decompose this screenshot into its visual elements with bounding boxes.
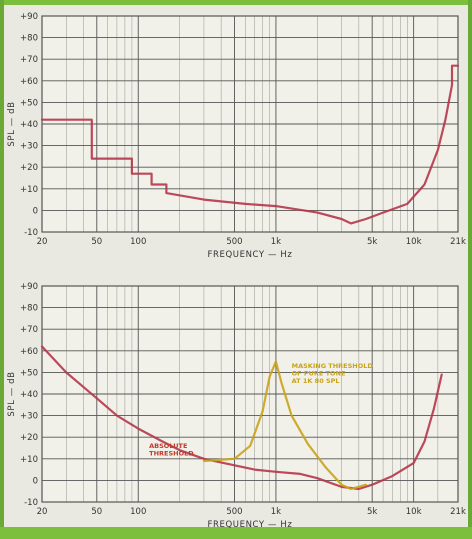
- y-tick-label: 0: [33, 476, 38, 486]
- annotation-line: ABSOLUTE: [149, 442, 187, 450]
- chart-masking-threshold: 20 50 100 500 1k 5k 10k 21k +90 +80 +70 +60 +50 +40 +3…: [7, 282, 466, 530]
- x-tick-label: 50: [91, 507, 102, 517]
- frame-right-edge: [468, 0, 472, 539]
- x-axis-label: FREQUENCY — Hz: [208, 520, 293, 530]
- x-tick-label: 50: [91, 237, 102, 247]
- x-tick-label: 5k: [367, 507, 377, 517]
- y-tick-label: 0: [33, 206, 38, 216]
- y-tick-label: +90: [20, 282, 38, 292]
- x-tick-label: 20: [37, 237, 48, 247]
- y-tick-label: +40: [20, 120, 38, 130]
- annotation-line: THRESHOLD: [149, 450, 194, 458]
- frame-top-edge: [0, 0, 472, 5]
- y-tick-label: +30: [20, 142, 38, 152]
- annotation-line: MASKING THRESHOLD: [292, 362, 374, 370]
- x-tick-label: 500: [226, 237, 242, 247]
- x-tick-label: 21k: [450, 507, 466, 517]
- series-line-0: [40, 64, 460, 225]
- x-tick-label: 500: [226, 507, 242, 517]
- y-axis-label: SPL — dB: [7, 371, 17, 416]
- annotation-1: MASKING THRESHOLD OF PURE TONE AT 1K 80 SP…: [292, 362, 374, 385]
- series-line-0: [40, 345, 443, 491]
- y-tick-label: +50: [20, 368, 38, 378]
- y-tick-label: +70: [20, 55, 38, 65]
- y-axis-label: SPL — dB: [7, 101, 17, 146]
- y-tick-label: +80: [20, 34, 38, 44]
- y-tick-label: -10: [24, 228, 38, 238]
- y-tick-label: -10: [24, 498, 38, 508]
- y-tick-label: +60: [20, 347, 38, 357]
- frame-bottom-edge: [0, 527, 472, 539]
- x-tick-label: 100: [130, 237, 146, 247]
- x-tick-label: 21k: [450, 237, 466, 247]
- chart-absolute-threshold: 20 50 100 500 1k 5k 10k 21k +90 +80 +70 +60 +50 +40 +3…: [7, 12, 466, 260]
- x-tick-label: 10k: [406, 237, 422, 247]
- y-tick-label: +90: [20, 12, 38, 22]
- y-tick-label: +10: [20, 185, 38, 195]
- y-tick-label: +40: [20, 390, 38, 400]
- annotation-0: ABSOLUTE THRESHOLD: [149, 442, 194, 458]
- y-tick-label: +50: [20, 98, 38, 108]
- x-axis-label: FREQUENCY — Hz: [208, 250, 293, 260]
- frame-left-edge: [0, 0, 4, 539]
- y-tick-label: +10: [20, 455, 38, 465]
- series-line-1: [202, 360, 367, 491]
- x-tick-label: 100: [130, 507, 146, 517]
- x-tick-label: 5k: [367, 237, 377, 247]
- x-tick-label: 1k: [271, 507, 281, 517]
- y-tick-label: +30: [20, 412, 38, 422]
- annotation-line: AT 1K 80 SPL: [292, 377, 340, 385]
- y-tick-label: +60: [20, 77, 38, 87]
- x-tick-label: 1k: [271, 237, 281, 247]
- annotation-line: OF PURE TONE: [292, 370, 346, 378]
- y-tick-label: +20: [20, 433, 38, 443]
- x-tick-label: 20: [37, 507, 48, 517]
- y-tick-label: +80: [20, 304, 38, 314]
- y-tick-label: +70: [20, 325, 38, 335]
- y-tick-label: +20: [20, 163, 38, 173]
- x-tick-label: 10k: [406, 507, 422, 517]
